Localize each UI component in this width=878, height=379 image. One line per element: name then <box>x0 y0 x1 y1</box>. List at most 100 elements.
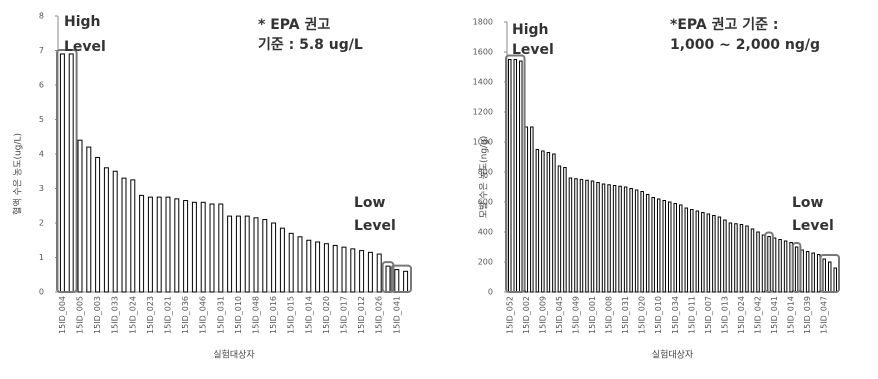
y-tick-label: 800 <box>478 168 493 177</box>
bar <box>728 222 733 293</box>
bar <box>139 194 145 293</box>
x-tick-label: 15ID_042 <box>754 296 763 334</box>
x-tick-label: 15ID_031 <box>216 296 225 334</box>
bar <box>634 189 639 293</box>
bar <box>103 167 109 293</box>
x-tick-label: 15ID_015 <box>287 296 296 334</box>
bar <box>271 222 277 293</box>
bar <box>541 150 545 293</box>
highlight-box <box>819 254 841 293</box>
bar <box>629 188 633 293</box>
bar <box>262 219 268 293</box>
x-tick-label: 15ID_041 <box>770 296 779 334</box>
bar <box>530 126 534 293</box>
bar <box>165 196 171 293</box>
bar <box>77 139 83 293</box>
x-tick-label: 15ID_020 <box>638 296 647 334</box>
x-tick-label: 15ID_052 <box>505 296 514 334</box>
x-tick-label: 15ID_007 <box>704 296 713 334</box>
bar <box>645 194 650 293</box>
bar <box>684 207 689 293</box>
y-tick-label: 1400 <box>473 78 493 87</box>
bar <box>288 232 294 293</box>
highlight-box <box>56 48 78 294</box>
bar <box>86 146 92 293</box>
bar <box>403 270 409 293</box>
highlight-box <box>381 261 395 293</box>
annotation: Low <box>792 195 824 211</box>
bar <box>350 248 356 293</box>
x-tick-label: 15ID_009 <box>538 296 547 334</box>
x-tick-label: 15ID_036 <box>181 296 190 334</box>
y-tick-label: 4 <box>39 150 44 159</box>
bar <box>535 149 540 293</box>
bar <box>306 239 312 293</box>
y-tick-label: 2 <box>39 219 44 228</box>
y-tick-label: 1800 <box>473 18 493 27</box>
bar <box>508 59 512 293</box>
annotation: Low <box>354 195 386 211</box>
x-tick-label: 15ID_047 <box>820 296 829 334</box>
x-tick-label: 15ID_002 <box>522 296 531 334</box>
bar <box>612 185 617 293</box>
x-tick-label: 15ID_034 <box>671 296 680 334</box>
y-axis-title: 모발 수은 농도(ng/g) <box>479 136 490 219</box>
bar <box>552 153 556 293</box>
x-tick-label: 15ID_004 <box>58 296 67 334</box>
x-tick-label: 15ID_048 <box>252 296 261 334</box>
bar <box>183 200 189 293</box>
bar <box>332 244 338 293</box>
bar <box>690 209 694 293</box>
bar <box>739 224 744 293</box>
bar <box>68 53 74 293</box>
bar <box>590 180 595 293</box>
bar <box>513 59 518 293</box>
annotation: Level <box>64 39 106 55</box>
bar <box>156 196 162 293</box>
x-tick-label: 15ID_014 <box>304 296 313 334</box>
bar <box>662 200 666 293</box>
annotation: * EPA 권고 <box>258 17 330 33</box>
x-tick-label: 15ID_045 <box>555 296 564 334</box>
bar <box>585 179 589 293</box>
bar <box>376 253 382 293</box>
bar <box>596 182 600 293</box>
bar <box>783 240 788 293</box>
x-tick-label: 15ID_010 <box>234 296 243 334</box>
bar <box>174 198 180 293</box>
bar <box>618 185 622 293</box>
x-tick-label: 15ID_010 <box>654 296 663 334</box>
x-tick-label: 15ID_012 <box>357 296 366 334</box>
annotation: Level <box>512 42 554 58</box>
x-tick-label: 15ID_023 <box>146 296 155 334</box>
bar <box>147 196 153 293</box>
annotation: 1,000 ~ 2,000 ng/g <box>670 37 820 53</box>
bar <box>394 269 400 293</box>
bar <box>315 241 321 293</box>
bar <box>712 215 716 293</box>
bar <box>574 178 578 293</box>
bar <box>563 167 567 293</box>
bar <box>279 227 285 293</box>
bar <box>767 236 771 293</box>
bar <box>794 246 799 293</box>
bar <box>112 170 118 293</box>
x-tick-label: 15ID_049 <box>571 296 580 334</box>
y-tick-label: 200 <box>478 258 493 267</box>
y-tick-label: 400 <box>478 228 493 237</box>
x-tick-label: 15ID_039 <box>803 296 812 334</box>
bar <box>778 239 782 293</box>
bar <box>723 219 727 293</box>
annotation: Level <box>792 218 834 234</box>
bar <box>200 201 206 293</box>
bar <box>519 60 523 293</box>
bar <box>218 203 224 293</box>
x-tick-label: 15ID_031 <box>621 296 630 334</box>
annotation: High <box>512 22 549 38</box>
x-tick-label: 15ID_008 <box>605 296 614 334</box>
x-tick-label: 15ID_024 <box>128 296 137 334</box>
y-tick-label: 1600 <box>473 48 493 57</box>
bar <box>827 261 832 293</box>
y-tick-label: 5 <box>39 115 44 124</box>
